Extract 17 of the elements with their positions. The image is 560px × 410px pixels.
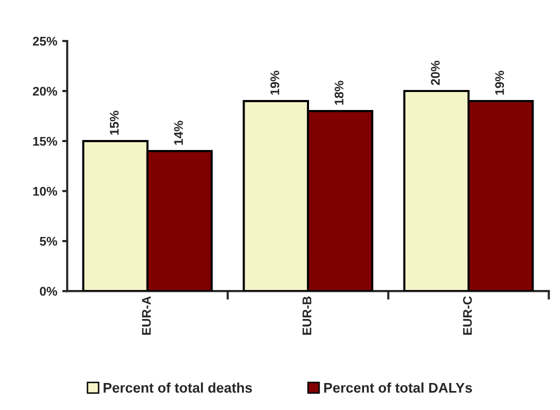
y-tick-label: 15% bbox=[33, 136, 58, 146]
legend-label: Percent of total deaths bbox=[104, 382, 252, 393]
x-tick-label: EUR-C bbox=[463, 296, 472, 335]
y-tick-label: 20% bbox=[32, 86, 58, 96]
data-label: 15% bbox=[110, 110, 119, 135]
y-tick-label: 5% bbox=[40, 236, 58, 246]
data-label: 14% bbox=[174, 120, 183, 145]
y-tick-label: 0% bbox=[40, 286, 58, 296]
legend-label: Percent of total DALYs bbox=[324, 382, 472, 393]
y-tick-label: 10% bbox=[33, 186, 58, 196]
data-label: 18% bbox=[334, 80, 344, 105]
data-label: 20% bbox=[430, 60, 440, 86]
x-tick-label: EUR-B bbox=[302, 296, 312, 335]
data-label: 19% bbox=[495, 70, 504, 95]
y-tick-label: 25% bbox=[32, 36, 58, 46]
data-label: 19% bbox=[270, 70, 280, 95]
x-tick-label: EUR-A bbox=[142, 296, 151, 335]
